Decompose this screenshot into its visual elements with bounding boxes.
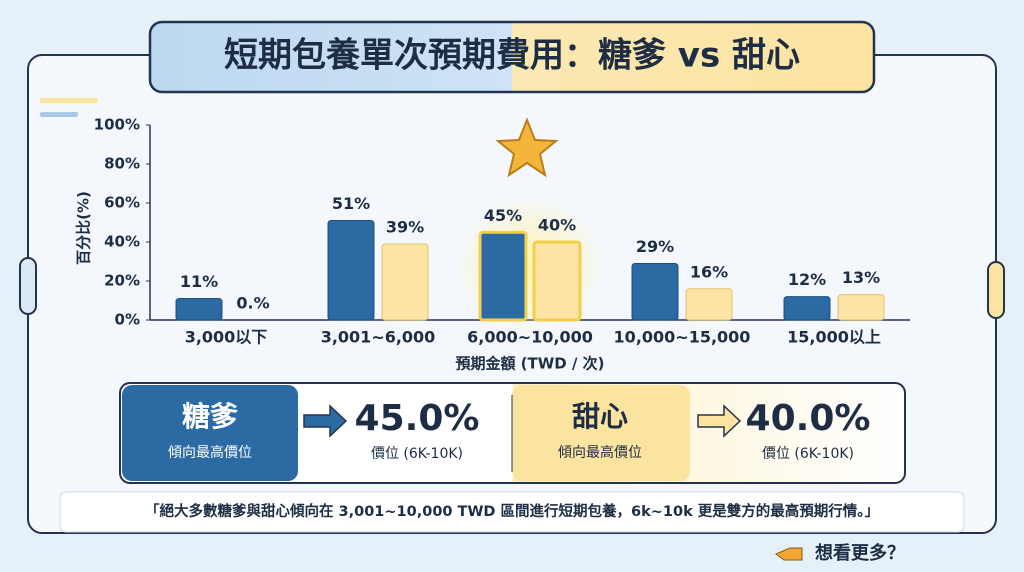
button-bg[interactable] <box>770 540 920 568</box>
value-label: 29% <box>636 237 674 256</box>
side-handle <box>19 257 37 315</box>
x-tick-label: 10,000~15,000 <box>614 328 751 347</box>
value-label: 40% <box>538 216 576 235</box>
summary-value: 45.0% <box>355 398 480 439</box>
y-axis-title: 百分比(%) <box>75 191 93 265</box>
deco <box>40 112 78 117</box>
title-box <box>148 20 876 94</box>
side-handle <box>987 261 1005 319</box>
value-label: 11% <box>180 272 218 291</box>
quote: 「絕大多數糖爹與甜心傾向在 3,001~10,000 TWD 區間進行短期包養，… <box>145 502 879 520</box>
summary-tag <box>512 385 690 481</box>
y-tick-label: 80% <box>104 155 140 173</box>
arrow <box>697 404 742 438</box>
x-tick-label: 3,001~6,000 <box>321 328 436 347</box>
quote-box <box>59 491 965 533</box>
summary-tag <box>122 385 298 481</box>
highlight-glow <box>455 195 605 335</box>
value-label: 39% <box>386 217 424 236</box>
bar <box>837 294 885 321</box>
x-tick-label: 6,000~10,000 <box>467 328 593 347</box>
summary-note: 傾向最高價位 <box>168 444 252 461</box>
y-tick-label: 60% <box>104 194 140 212</box>
x-axis-title: 預期金額 (TWD / 次) <box>455 355 604 373</box>
bar <box>783 296 831 321</box>
bar <box>532 240 582 322</box>
bar <box>478 230 528 322</box>
more-button[interactable]: 想看更多？ <box>770 540 920 568</box>
summary-name: 甜心 <box>572 400 628 433</box>
y-tick-label: 40% <box>104 233 140 251</box>
title: 短期包養單次預期費用：糖爹 vs 甜心 <box>224 36 800 76</box>
bar <box>175 298 223 321</box>
deco <box>40 98 98 103</box>
bar <box>381 243 429 321</box>
y-tick-label: 0% <box>115 311 140 329</box>
pointer-icon <box>775 547 803 561</box>
summary-name: 糖爹 <box>182 400 238 433</box>
summary-range: 價位 (6K-10K) <box>762 445 854 462</box>
value-label: 13% <box>842 268 880 287</box>
summary-range: 價位 (6K-10K) <box>371 445 463 462</box>
value-label: 12% <box>788 270 826 289</box>
star-icon <box>495 117 559 178</box>
value-label: 51% <box>332 194 370 213</box>
y-tick-label: 20% <box>104 272 140 290</box>
bar <box>327 220 375 321</box>
bar <box>685 288 733 321</box>
value-label: 0.% <box>236 294 269 313</box>
x-tick-label: 3,000以下 <box>185 328 268 347</box>
value-label: 16% <box>690 262 728 281</box>
bar <box>631 262 679 321</box>
summary-value: 40.0% <box>746 398 871 439</box>
summary-note: 傾向最高價位 <box>558 444 642 461</box>
x-tick-label: 15,000以上 <box>787 328 881 347</box>
y-tick-label: 100% <box>94 116 140 134</box>
value-label: 45% <box>484 206 522 225</box>
button-label[interactable]: 想看更多？ <box>815 542 905 564</box>
arrow <box>303 404 348 438</box>
